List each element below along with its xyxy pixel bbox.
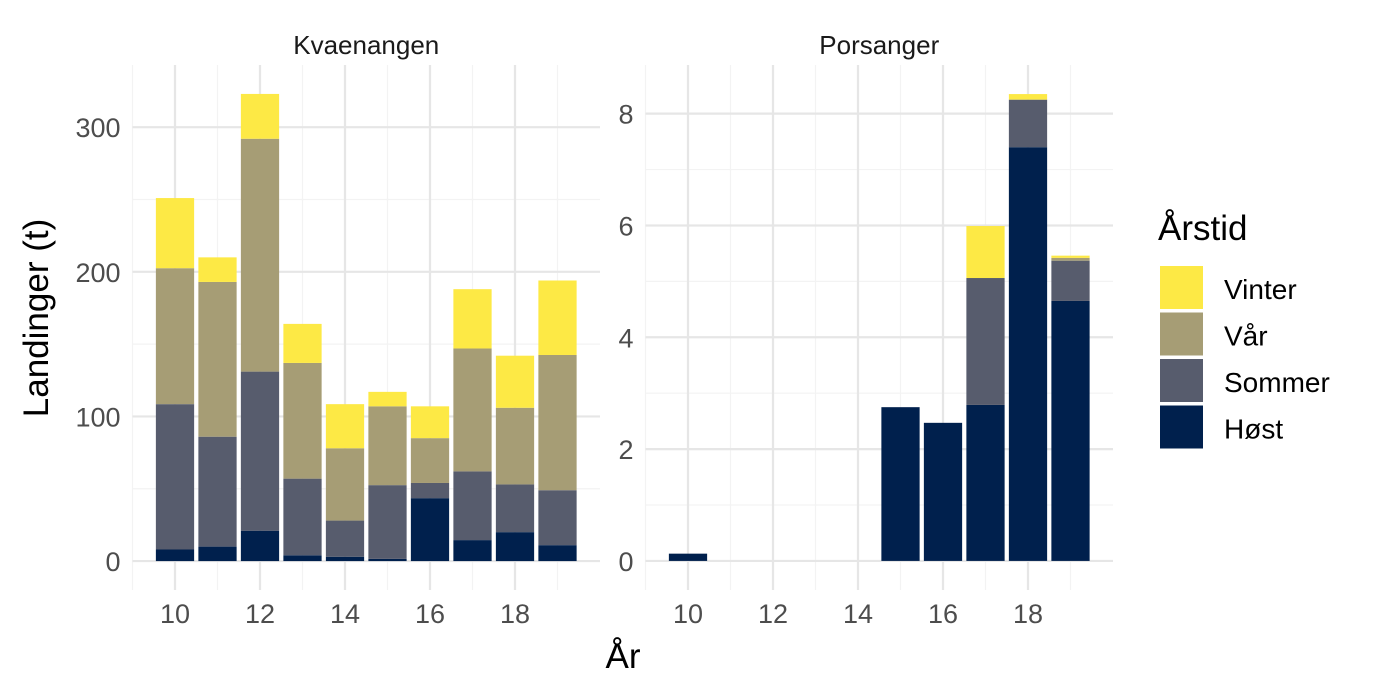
bar-høst-15	[368, 558, 407, 562]
bar-høst-16	[410, 498, 450, 562]
bar-høst-17	[966, 404, 1005, 561]
panel-porsanger: 0 2 4 6 8 10 12 14 16 18 Porsanger	[618, 30, 1113, 629]
bar-vinter-10	[155, 198, 195, 269]
x-tick-label: 12	[758, 599, 788, 629]
y-tick-label: 8	[618, 100, 633, 130]
bar-høst-18	[1008, 147, 1048, 561]
y-tick-label: 100	[75, 402, 120, 432]
bar-sommer-11	[198, 436, 237, 547]
bar-vinter-13	[283, 323, 322, 363]
bar-vinter-14	[325, 404, 365, 449]
legend-title: Årstid	[1158, 209, 1247, 248]
bar-vår-13	[283, 362, 322, 479]
bar-høst-19	[538, 545, 577, 562]
legend-label: Sommer	[1224, 367, 1330, 398]
bar-høst-14	[325, 556, 365, 562]
x-tick-label: 16	[415, 599, 445, 629]
y-axis-label: Landinger (t)	[17, 219, 56, 417]
x-tick-label: 10	[673, 599, 703, 629]
y-tick-label: 0	[105, 547, 120, 577]
bar-vinter-18	[1008, 94, 1048, 100]
bar-høst-15	[881, 407, 920, 561]
bar-høst-13	[283, 555, 322, 562]
bar-sommer-18	[1008, 99, 1048, 148]
bar-vår-14	[325, 448, 365, 521]
bar-høst-10	[155, 549, 195, 562]
bar-høst-18	[495, 532, 535, 562]
legend-label: Vinter	[1224, 274, 1297, 305]
bar-sommer-17	[453, 471, 492, 541]
legend: Årstid Vinter Vår Sommer Høst	[1158, 209, 1330, 449]
bar-vinter-17	[453, 289, 492, 349]
bar-sommer-13	[283, 478, 322, 556]
x-tick-label: 18	[500, 599, 530, 629]
bar-sommer-19	[538, 490, 577, 546]
legend-label: Høst	[1224, 414, 1283, 445]
bar-høst-11	[198, 546, 237, 562]
bar-vår-15	[368, 406, 407, 486]
y-tick-label: 2	[618, 435, 633, 465]
bar-vår-16	[410, 438, 450, 483]
bar-vinter-19	[1051, 255, 1090, 258]
legend-label: Vår	[1224, 321, 1268, 352]
legend-swatch-vinter	[1160, 266, 1203, 309]
bar-høst-16	[923, 422, 963, 561]
x-axis-label: År	[606, 637, 641, 676]
x-tick-label: 10	[160, 599, 190, 629]
panel-title: Kvaenangen	[293, 30, 439, 60]
bar-vår-19	[1051, 257, 1090, 261]
panel-title: Porsanger	[819, 30, 939, 60]
bar-vinter-12	[240, 93, 280, 139]
y-tick-label: 300	[75, 113, 120, 143]
bar-sommer-12	[240, 371, 280, 531]
panel-kvaenangen: 0 100 200 300 10 12 14 16 18 Kvaenangen	[75, 30, 600, 629]
bar-vår-18	[495, 407, 535, 485]
bar-sommer-16	[410, 482, 450, 499]
bar-vinter-16	[410, 406, 450, 439]
y-tick-label: 200	[75, 258, 120, 288]
bar-høst-17	[453, 540, 492, 562]
bar-sommer-10	[155, 404, 195, 550]
bar-sommer-18	[495, 484, 535, 533]
legend-swatch-høst	[1160, 405, 1203, 449]
x-tick-label: 12	[245, 599, 275, 629]
x-tick-label: 14	[843, 599, 873, 629]
bar-sommer-14	[325, 520, 365, 557]
y-tick-label: 0	[618, 547, 633, 577]
bar-vår-10	[155, 268, 195, 405]
bar-vinter-15	[368, 391, 407, 407]
bar-vår-17	[453, 348, 492, 472]
bar-vår-19	[538, 354, 577, 491]
bar-vinter-11	[198, 257, 237, 282]
bar-sommer-15	[368, 485, 407, 559]
bar-vår-12	[240, 138, 280, 372]
bar-vår-11	[198, 281, 237, 437]
x-tick-label: 16	[928, 599, 958, 629]
x-tick-label: 18	[1013, 599, 1043, 629]
bar-sommer-17	[966, 278, 1005, 405]
y-tick-label: 4	[618, 323, 633, 353]
bar-høst-12	[240, 530, 280, 562]
bar-vinter-19	[538, 280, 577, 355]
bar-høst-19	[1051, 300, 1090, 561]
bar-vinter-17	[966, 226, 1005, 279]
bar-høst-10	[668, 553, 708, 561]
y-tick-label: 6	[618, 211, 633, 241]
bar-sommer-19	[1051, 260, 1090, 301]
x-tick-label: 14	[330, 599, 360, 629]
bar-vinter-18	[495, 355, 535, 408]
legend-swatch-vår	[1160, 312, 1203, 356]
legend-swatch-sommer	[1160, 359, 1203, 402]
